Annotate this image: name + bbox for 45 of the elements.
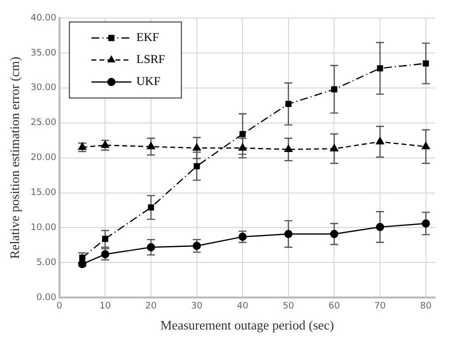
x-tick-label: 70 [374,301,386,312]
point [238,143,247,151]
point [148,204,154,211]
x-tick-label: 30 [191,301,203,312]
x-tick-label: 20 [145,301,157,312]
point [422,219,430,228]
point [331,86,338,92]
point [376,222,384,232]
point [284,144,292,152]
y-tick-label: 0.00 [36,292,57,303]
y-tick-label: 10.00 [30,223,57,234]
x-tick-label: 80 [420,301,432,312]
y-tick-label: 15.00 [30,188,57,198]
y-tick-label: 35.00 [30,48,57,58]
y-axis-title: Relative position estimation error (cm) [7,56,22,259]
x-axis-title: Measurement outage period (sec) [160,318,334,333]
point [192,143,201,151]
point [194,163,200,170]
y-tick-label: 20.00 [30,153,57,164]
y-tick-label: 30.00 [30,83,57,94]
x-tick-label: 0 [56,301,62,312]
point [376,65,384,72]
legend-label: EKF [136,30,160,44]
x-tick-label: 60 [328,301,340,312]
point [284,230,293,238]
point [101,140,110,148]
point [422,142,430,150]
y-tick-label: 40.00 [30,13,57,24]
point [376,137,384,144]
point [102,236,108,242]
y-tick-label: 25.00 [30,118,57,128]
point [240,130,246,138]
x-tick-label: 40 [236,301,249,312]
point [146,243,156,252]
x-tick-label: 50 [282,301,294,312]
legend-label: UKF [136,74,161,88]
point [422,60,429,67]
point [146,142,156,150]
point [330,144,338,152]
x-tick-label: 10 [99,301,112,312]
point [285,100,292,108]
legend-label: LSRF [136,52,166,66]
y-tick-label: 5.00 [36,258,57,268]
point [78,142,86,150]
point [330,230,338,238]
